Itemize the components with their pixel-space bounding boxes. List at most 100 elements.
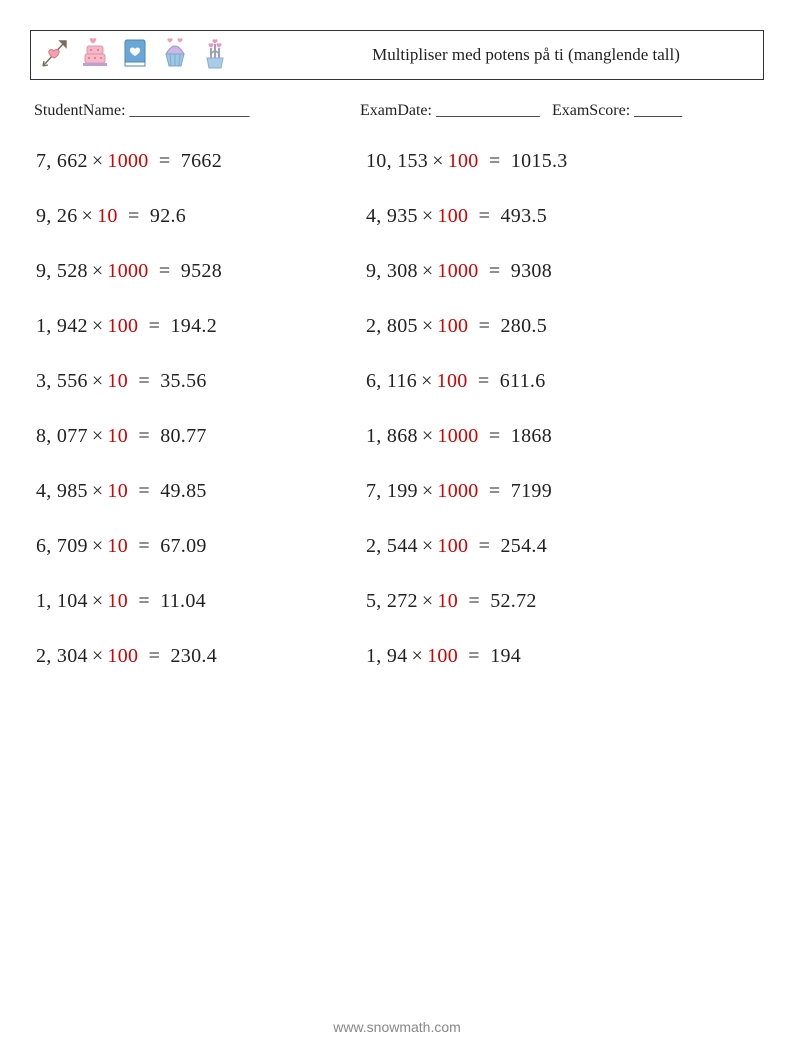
operand-b: 100 (437, 370, 468, 392)
multiply-sign: × (417, 370, 437, 392)
equals-sign: = (458, 645, 490, 667)
exam-info: ExamDate: _____________ ExamScore: _____… (360, 102, 764, 120)
result: 1015.3 (511, 150, 568, 172)
operand-b: 10 (97, 205, 118, 227)
result: 9528 (181, 260, 222, 282)
problem-row: 1, 104×10 = 11.04 (36, 590, 366, 613)
multiply-sign: × (408, 645, 428, 667)
multiply-sign: × (88, 150, 108, 172)
equals-sign: = (128, 590, 160, 612)
result: 230.4 (171, 645, 218, 667)
info-row: StudentName: _______________ ExamDate: _… (30, 102, 764, 120)
footer-url: www.snowmath.com (0, 1019, 794, 1035)
result: 493.5 (501, 205, 548, 227)
operand-b: 1000 (437, 260, 478, 282)
cake-icon (81, 36, 109, 75)
problem-row: 6, 116×100 = 611.6 (366, 370, 764, 393)
problem-row: 10, 153×100 = 1015.3 (366, 150, 764, 173)
multiply-sign: × (78, 205, 98, 227)
multiply-sign: × (88, 370, 108, 392)
problem-row: 9, 528×1000 = 9528 (36, 260, 366, 283)
problem-row: 5, 272×10 = 52.72 (366, 590, 764, 613)
operand-a: 1, 942 (36, 315, 88, 337)
multiply-sign: × (88, 535, 108, 557)
multiply-sign: × (418, 480, 438, 502)
multiply-sign: × (418, 315, 438, 337)
multiply-sign: × (88, 425, 108, 447)
problem-row: 9, 308×1000 = 9308 (366, 260, 764, 283)
operand-b: 10 (107, 480, 128, 502)
equals-sign: = (149, 150, 181, 172)
result: 194 (490, 645, 521, 667)
worksheet-title: Multipliser med potens på ti (manglende … (229, 44, 753, 65)
problem-row: 2, 304×100 = 230.4 (36, 645, 366, 668)
operand-a: 8, 077 (36, 425, 88, 447)
multiply-sign: × (88, 480, 108, 502)
operand-b: 10 (107, 535, 128, 557)
operand-a: 9, 528 (36, 260, 88, 282)
multiply-sign: × (418, 590, 438, 612)
problem-row: 4, 935×100 = 493.5 (366, 205, 764, 228)
equals-sign: = (128, 370, 160, 392)
problem-row: 7, 199×1000 = 7199 (366, 480, 764, 503)
operand-a: 5, 272 (366, 590, 418, 612)
equals-sign: = (128, 480, 160, 502)
problem-row: 1, 942×100 = 194.2 (36, 315, 366, 338)
operand-a: 6, 709 (36, 535, 88, 557)
operand-b: 100 (437, 205, 468, 227)
multiply-sign: × (88, 260, 108, 282)
operand-a: 1, 94 (366, 645, 408, 667)
result: 35.56 (160, 370, 207, 392)
result: 194.2 (171, 315, 218, 337)
problem-row: 6, 709×10 = 67.09 (36, 535, 366, 558)
operand-b: 100 (107, 315, 138, 337)
book-icon (121, 36, 149, 75)
multiply-sign: × (88, 315, 108, 337)
operand-b: 10 (107, 425, 128, 447)
operand-b: 100 (107, 645, 138, 667)
multiply-sign: × (418, 425, 438, 447)
equals-sign: = (138, 645, 170, 667)
operand-a: 7, 662 (36, 150, 88, 172)
operand-a: 2, 304 (36, 645, 88, 667)
operand-b: 10 (107, 590, 128, 612)
operand-a: 9, 308 (366, 260, 418, 282)
operand-b: 1000 (107, 260, 148, 282)
operand-b: 100 (437, 315, 468, 337)
equals-sign: = (479, 260, 511, 282)
icon-strip (41, 36, 229, 75)
operand-b: 10 (107, 370, 128, 392)
problem-row: 8, 077×10 = 80.77 (36, 425, 366, 448)
result: 611.6 (500, 370, 546, 392)
result: 7662 (181, 150, 222, 172)
operand-b: 1000 (437, 480, 478, 502)
operand-a: 3, 556 (36, 370, 88, 392)
multiply-sign: × (418, 535, 438, 557)
operand-a: 2, 544 (366, 535, 418, 557)
arrow-heart-icon (41, 36, 69, 75)
operand-a: 4, 985 (36, 480, 88, 502)
equals-sign: = (479, 425, 511, 447)
equals-sign: = (468, 535, 500, 557)
operand-b: 100 (448, 150, 479, 172)
problem-row: 2, 805×100 = 280.5 (366, 315, 764, 338)
result: 254.4 (501, 535, 548, 557)
equals-sign: = (479, 480, 511, 502)
result: 7199 (511, 480, 552, 502)
problem-row: 1, 868×1000 = 1868 (366, 425, 764, 448)
student-name-field: StudentName: _______________ (30, 102, 360, 120)
flower-pot-icon (201, 36, 229, 75)
equals-sign: = (149, 260, 181, 282)
operand-a: 2, 805 (366, 315, 418, 337)
equals-sign: = (138, 315, 170, 337)
exam-score-field: ExamScore: ______ (552, 102, 682, 119)
problem-row: 4, 985×10 = 49.85 (36, 480, 366, 503)
operand-b: 100 (427, 645, 458, 667)
multiply-sign: × (428, 150, 448, 172)
result: 67.09 (160, 535, 207, 557)
exam-date-field: ExamDate: _____________ (360, 102, 540, 119)
problem-row: 7, 662×1000 = 7662 (36, 150, 366, 173)
operand-a: 10, 153 (366, 150, 428, 172)
operand-b: 100 (437, 535, 468, 557)
equals-sign: = (468, 370, 500, 392)
